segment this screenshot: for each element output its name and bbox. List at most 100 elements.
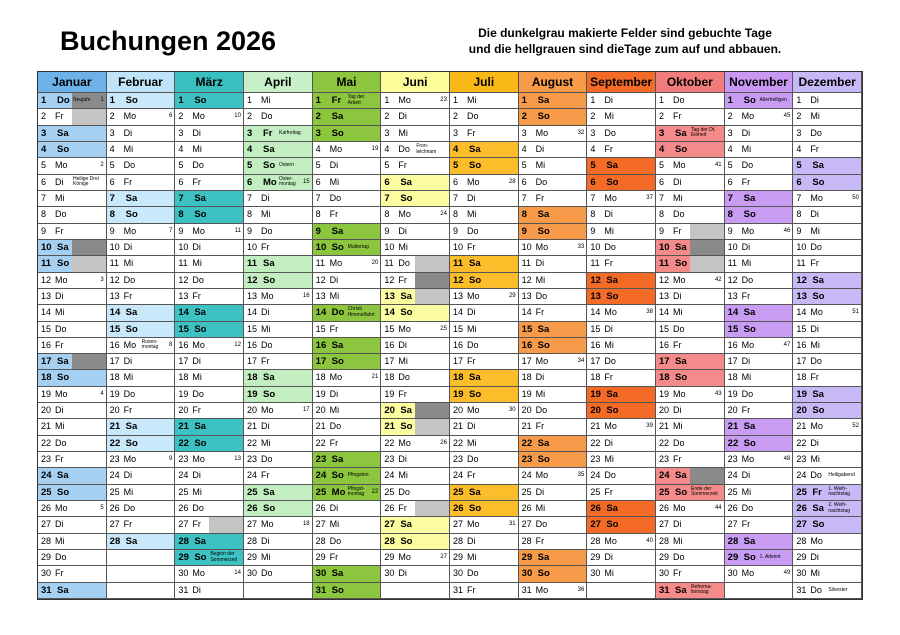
day-cell: 28 Sa bbox=[724, 533, 794, 551]
day-cell: 8 So bbox=[175, 207, 244, 224]
weekday: Do bbox=[604, 241, 616, 252]
day-number: 7 bbox=[659, 192, 665, 203]
booking-light bbox=[415, 256, 449, 272]
week-number: 14 bbox=[234, 570, 241, 577]
day-cell: 2 Mo 45 bbox=[724, 109, 794, 126]
day-cell: 13 Fr bbox=[175, 288, 244, 306]
weekday: Mi bbox=[123, 372, 134, 383]
day-number: 9 bbox=[384, 225, 390, 236]
day-cell: 19 Mo 4 bbox=[38, 386, 107, 404]
day-cell: 19 Do bbox=[106, 386, 176, 404]
day-number: 25 bbox=[178, 486, 189, 497]
day-cell: 31 Sa Reforma- tionstag bbox=[656, 582, 725, 599]
day-cell: 19 Mo 43 bbox=[656, 386, 725, 404]
weekday: Sa bbox=[675, 127, 687, 139]
day-cell: 27 Fr bbox=[106, 517, 176, 534]
day-number: 6 bbox=[178, 176, 184, 187]
day-number: 3 bbox=[384, 127, 390, 138]
weekday: Mo bbox=[329, 143, 343, 154]
weekday: Do bbox=[467, 225, 479, 236]
day-number: 16 bbox=[41, 339, 52, 350]
day-cell: 26 Di bbox=[312, 501, 382, 518]
weekday: Fr bbox=[535, 307, 545, 318]
day-cell: 8 Do bbox=[38, 207, 107, 224]
day-cell: 22 Mo 26 bbox=[381, 435, 450, 453]
day-number: 7 bbox=[453, 192, 459, 203]
day-number: 3 bbox=[796, 127, 802, 138]
weekday: Sa bbox=[675, 241, 687, 253]
day-cell: 10 So Muttertag bbox=[312, 239, 382, 257]
weekday: Di bbox=[535, 258, 545, 269]
day-cell: 1 Mi bbox=[244, 93, 313, 110]
day-cell: 20 Mo 30 bbox=[450, 403, 519, 420]
day-cell: 1 Do Neujahr 1 bbox=[38, 93, 107, 110]
weekday: Di bbox=[192, 241, 201, 252]
day-cell: 31 Do Silvester bbox=[793, 582, 862, 599]
day-number: 8 bbox=[727, 209, 733, 221]
day-number: 7 bbox=[315, 192, 321, 203]
day-number: 7 bbox=[247, 192, 253, 203]
day-cell: 5 So Ostern bbox=[244, 158, 313, 175]
weekday: So bbox=[125, 437, 138, 449]
day-number: 15 bbox=[41, 323, 52, 334]
weekday: Mi bbox=[810, 568, 820, 579]
weekday: Mi bbox=[467, 437, 477, 448]
day-cell: 10 Sa bbox=[656, 239, 725, 257]
weekday: Mi bbox=[192, 372, 202, 383]
week-number: 26 bbox=[440, 439, 447, 446]
day-cell: 18 Do bbox=[381, 370, 450, 387]
day-number: 24 bbox=[453, 470, 464, 481]
day-cell: 3 Di bbox=[106, 125, 176, 142]
weekday: Mi bbox=[535, 388, 546, 399]
day-number: 9 bbox=[727, 225, 733, 236]
day-cell: 11 Mi bbox=[724, 256, 794, 273]
day-cell: 25 Fr 1. Weih- nachtstag bbox=[793, 484, 862, 502]
day-number: 26 bbox=[796, 503, 807, 515]
day-cell: 20 Fr bbox=[724, 403, 794, 420]
day-number: 12 bbox=[384, 274, 395, 285]
weekday: Mo bbox=[741, 111, 755, 122]
weekday: Mo bbox=[535, 241, 549, 252]
day-cell: 14 Sa bbox=[175, 305, 244, 322]
day-cell: 18 Mi bbox=[106, 370, 176, 387]
day-number: 13 bbox=[315, 290, 326, 301]
weekday: Mo bbox=[604, 421, 617, 432]
weekday: Mi bbox=[810, 111, 820, 122]
day-number: 14 bbox=[521, 307, 532, 318]
day-cell: 9 Do bbox=[450, 223, 519, 240]
weekday: Mi bbox=[604, 225, 614, 236]
day-number: 3 bbox=[521, 127, 527, 138]
day-number: 16 bbox=[384, 339, 395, 350]
day-cell: 10 Sa bbox=[38, 239, 107, 257]
day-number: 22 bbox=[315, 437, 326, 448]
weekday: Mo bbox=[535, 470, 549, 481]
week-number: 43 bbox=[714, 390, 722, 397]
weekday: Do bbox=[398, 372, 410, 383]
day-cell: 19 Fr bbox=[381, 386, 450, 404]
weekday: Sa bbox=[125, 535, 138, 547]
weekday: So bbox=[469, 388, 482, 400]
week-number: 38 bbox=[646, 309, 653, 316]
day-cell: 2 So bbox=[518, 109, 588, 126]
weekday: Mi bbox=[673, 307, 683, 318]
day-number: 11 bbox=[727, 258, 737, 269]
week-number: 27 bbox=[440, 554, 447, 561]
holiday-note: Ostern bbox=[279, 162, 295, 169]
day-cell: 7 Mi bbox=[38, 190, 107, 208]
weekday: Mo bbox=[467, 290, 480, 301]
day-number: 6 bbox=[521, 176, 527, 187]
day-number: 13 bbox=[109, 290, 120, 301]
day-cell: 1 So Allerheiligen bbox=[724, 93, 794, 110]
day-number: 13 bbox=[41, 290, 52, 301]
day-number: 25 bbox=[796, 486, 807, 498]
day-cell: 9 Di bbox=[381, 223, 450, 240]
day-cell: 21 Mi bbox=[656, 419, 725, 436]
day-cell: 5 Sa bbox=[793, 158, 862, 175]
day-cell: 8 Sa bbox=[518, 207, 588, 224]
day-cell bbox=[106, 550, 176, 567]
weekday: So bbox=[606, 176, 619, 188]
weekday: Do bbox=[673, 437, 685, 448]
day-cell: 26 Sa bbox=[587, 501, 656, 518]
week-number: 11 bbox=[234, 227, 241, 234]
day-number: 18 bbox=[727, 372, 738, 383]
